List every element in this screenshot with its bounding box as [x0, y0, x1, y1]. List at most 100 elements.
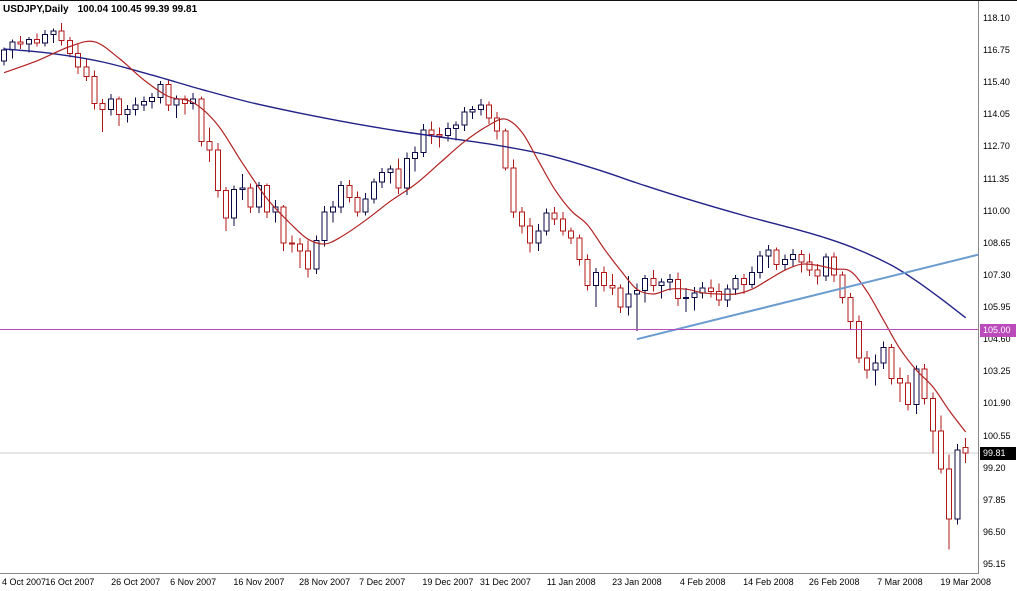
date-tick-label: 16 Oct 2007 — [45, 577, 95, 587]
candle-body — [444, 128, 451, 137]
candle-body — [247, 187, 254, 208]
candle-body — [17, 41, 24, 45]
hline-price-badge[interactable]: 105.00 — [980, 323, 1016, 337]
price-chart-canvas[interactable] — [0, 1, 978, 573]
date-tick-label: 19 Dec 2007 — [422, 577, 474, 587]
candle-body — [338, 185, 345, 208]
candle-body — [716, 291, 723, 301]
candle-body — [288, 242, 295, 245]
candle-body — [510, 167, 517, 213]
candle-body — [321, 211, 328, 241]
price-tick-label: 96.50 — [983, 526, 1006, 537]
candle-body — [806, 261, 813, 271]
candle-body — [880, 347, 887, 364]
candle-body — [855, 320, 862, 359]
price-tick-label: 116.75 — [983, 45, 1010, 56]
candle-body — [58, 30, 65, 42]
candle-body — [732, 278, 739, 290]
date-tick-label: 23 Jan 2008 — [612, 577, 662, 587]
price-tick-label: 111.35 — [983, 173, 1010, 184]
candle-body — [888, 347, 895, 379]
candle-body — [132, 104, 139, 111]
candle-body — [814, 269, 821, 277]
candle-body — [379, 172, 386, 183]
time-axis[interactable]: 4 Oct 2007 16 Oct 2007 26 Oct 2007 6 Nov 20… — [0, 575, 1017, 591]
date-tick-label: 4 Feb 2008 — [679, 577, 726, 587]
date-tick-label: 28 Nov 2007 — [299, 577, 351, 587]
candle-body — [91, 75, 98, 105]
price-tick-label: 105.95 — [983, 302, 1011, 313]
candle-body — [691, 292, 698, 299]
candle-body — [683, 297, 690, 300]
candle-body — [395, 168, 402, 189]
candle-body — [25, 38, 32, 45]
date-tick-label: 19 Mar 2008 — [940, 577, 991, 587]
candle-body — [206, 141, 213, 151]
candle-body — [601, 272, 608, 287]
candle-body — [42, 34, 49, 44]
candle-body — [543, 212, 550, 232]
candle-body — [346, 185, 353, 199]
candle-body — [181, 98, 188, 105]
date-tick-label: 6 Nov 2007 — [170, 577, 217, 587]
candle-body — [329, 206, 336, 213]
ma-slow-line — [4, 48, 967, 319]
price-tick-label: 104.60 — [983, 334, 1011, 345]
date-tick-label: 4 Oct 2007 — [2, 577, 47, 587]
trendline[interactable] — [636, 253, 978, 341]
candle-body — [149, 97, 155, 102]
candle-body — [477, 104, 484, 111]
candle-body — [592, 272, 599, 287]
candle-body — [798, 254, 805, 263]
candle-body — [527, 225, 534, 244]
price-axis[interactable]: 118.10 116.75 115.40 114.05 112.70 111.35 110.… — [980, 1, 1017, 573]
candle-body — [107, 98, 114, 111]
candle-body — [116, 98, 123, 115]
candle-body — [50, 30, 57, 36]
candle-body — [297, 243, 303, 252]
bid-price-badge: 99.81 — [980, 447, 1016, 461]
candle-body — [461, 111, 468, 126]
candle-body — [436, 134, 443, 137]
candle-body — [962, 447, 969, 454]
candle-body — [486, 104, 492, 119]
candle-body — [165, 84, 172, 106]
candle-body — [214, 149, 221, 191]
candle-body — [609, 285, 616, 289]
candle-body — [905, 382, 912, 406]
candle-body — [83, 66, 90, 77]
date-tick-label: 14 Feb 2008 — [743, 577, 794, 587]
date-tick-label: 7 Dec 2007 — [359, 577, 406, 587]
candle-body — [453, 124, 460, 130]
price-tick-label: 101.90 — [983, 398, 1011, 409]
date-tick-label: 26 Feb 2008 — [808, 577, 860, 587]
price-tick-label: 103.25 — [983, 366, 1011, 377]
candle-body — [650, 278, 657, 287]
price-tick-label: 115.40 — [983, 77, 1010, 88]
candle-body — [231, 188, 238, 219]
candle-body — [839, 274, 846, 298]
date-tick-label: 11 Jan 2008 — [546, 577, 596, 587]
candle-body — [872, 362, 879, 371]
candle-body — [749, 272, 755, 286]
candle-body — [560, 218, 566, 232]
date-tick-label: 7 Mar 2008 — [877, 577, 923, 587]
candle-body — [469, 109, 476, 113]
candle-body — [75, 53, 82, 68]
price-tick-label: 110.00 — [983, 205, 1010, 216]
candle-body — [617, 287, 624, 308]
candle-body — [568, 230, 575, 239]
candle-body — [124, 109, 131, 115]
candle-body — [740, 278, 747, 285]
candle-body — [831, 256, 838, 276]
price-tick-label: 95.15 — [983, 559, 1006, 569]
symbol-timeframe-label: USDJPY,Daily — [3, 4, 69, 15]
candle-body — [938, 430, 944, 470]
ma-fast-line — [3, 40, 967, 433]
candle-body — [518, 211, 525, 227]
candle-body — [428, 129, 435, 136]
price-tick-label: 107.30 — [983, 269, 1011, 280]
price-chart: USDJPY,Daily 100.04 100.45 99.39 99.81 — [0, 1, 979, 574]
candle-body — [280, 206, 287, 244]
